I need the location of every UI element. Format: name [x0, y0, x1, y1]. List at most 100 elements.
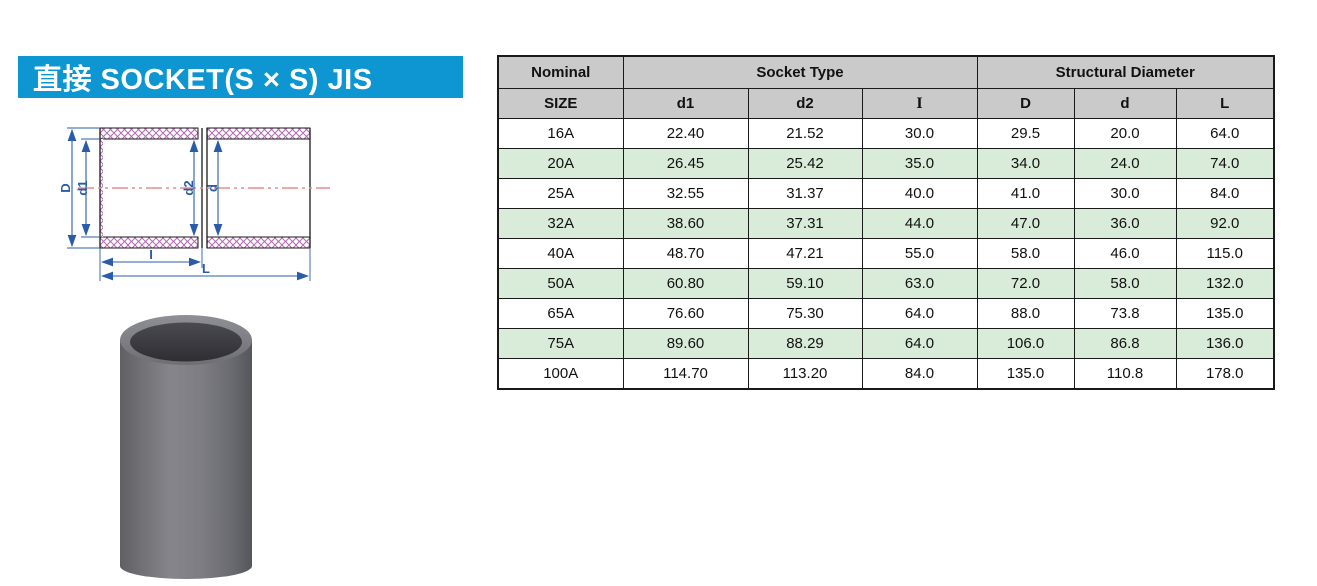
- table-row: 65A 76.60 75.30 64.0 88.0 73.8 135.0: [497, 298, 1275, 329]
- size-cell: 25A: [497, 178, 624, 209]
- value-cell: 26.45: [622, 148, 749, 179]
- dim-label-d: d: [205, 184, 220, 192]
- table-row: 50A 60.80 59.10 63.0 72.0 58.0 132.0: [497, 268, 1275, 299]
- value-cell: 135.0: [976, 358, 1075, 390]
- column-header-i: I: [861, 88, 978, 119]
- value-cell: 35.0: [861, 148, 978, 179]
- extension-lines: [67, 127, 311, 281]
- size-cell: 75A: [497, 328, 624, 359]
- value-cell: 64.0: [1175, 118, 1275, 149]
- value-cell: 106.0: [976, 328, 1075, 359]
- value-cell: 30.0: [861, 118, 978, 149]
- pipe-socket-shape: [120, 315, 252, 579]
- dim-label-I: I: [149, 247, 153, 262]
- value-cell: 132.0: [1175, 268, 1275, 299]
- value-cell: 44.0: [861, 208, 978, 239]
- value-cell: 86.8: [1073, 328, 1177, 359]
- value-cell: 58.0: [1073, 268, 1177, 299]
- value-cell: 72.0: [976, 268, 1075, 299]
- size-cell: 20A: [497, 148, 624, 179]
- size-cell: 65A: [497, 298, 624, 329]
- table-row: 20A 26.45 25.42 35.0 34.0 24.0 74.0: [497, 148, 1275, 179]
- value-cell: 29.5: [976, 118, 1075, 149]
- table-row: 25A 32.55 31.37 40.0 41.0 30.0 84.0: [497, 178, 1275, 209]
- technical-drawing: D d1 d2 d I L: [58, 112, 348, 287]
- value-cell: 55.0: [861, 238, 978, 269]
- value-cell: 76.60: [622, 298, 749, 329]
- value-cell: 41.0: [976, 178, 1075, 209]
- value-cell: 58.0: [976, 238, 1075, 269]
- value-cell: 84.0: [861, 358, 978, 390]
- size-cell: 100A: [497, 358, 624, 390]
- value-cell: 37.31: [747, 208, 863, 239]
- value-cell: 113.20: [747, 358, 863, 390]
- value-cell: 40.0: [861, 178, 978, 209]
- value-cell: 178.0: [1175, 358, 1275, 390]
- column-header-size: SIZE: [497, 88, 624, 119]
- value-cell: 63.0: [861, 268, 978, 299]
- value-cell: 136.0: [1175, 328, 1275, 359]
- value-cell: 47.21: [747, 238, 863, 269]
- value-cell: 88.0: [976, 298, 1075, 329]
- value-cell: 34.0: [976, 148, 1075, 179]
- value-cell: 64.0: [861, 298, 978, 329]
- value-cell: 48.70: [622, 238, 749, 269]
- value-cell: 20.0: [1073, 118, 1177, 149]
- table-row: 16A 22.40 21.52 30.0 29.5 20.0 64.0: [497, 118, 1275, 149]
- value-cell: 59.10: [747, 268, 863, 299]
- column-header-d: D: [976, 88, 1075, 119]
- header-socket-type: Socket Type: [622, 55, 978, 89]
- value-cell: 46.0: [1073, 238, 1177, 269]
- value-cell: 115.0: [1175, 238, 1275, 269]
- table-row: 40A 48.70 47.21 55.0 58.0 46.0 115.0: [497, 238, 1275, 269]
- column-header-d: d: [1073, 88, 1177, 119]
- size-cell: 50A: [497, 268, 624, 299]
- value-cell: 21.52: [747, 118, 863, 149]
- product-photo: [112, 306, 262, 586]
- spec-table-head: Nominal Socket Type Structural Diameter …: [497, 55, 1275, 119]
- header-group-row: Nominal Socket Type Structural Diameter: [497, 55, 1275, 89]
- value-cell: 36.0: [1073, 208, 1177, 239]
- column-header-d1: d1: [622, 88, 749, 119]
- value-cell: 22.40: [622, 118, 749, 149]
- value-cell: 110.8: [1073, 358, 1177, 390]
- value-cell: 64.0: [861, 328, 978, 359]
- value-cell: 73.8: [1073, 298, 1177, 329]
- value-cell: 92.0: [1175, 208, 1275, 239]
- size-cell: 16A: [497, 118, 624, 149]
- spec-table-body: 16A 22.40 21.52 30.0 29.5 20.0 64.0 20A 26.45 25.…: [497, 118, 1275, 390]
- value-cell: 32.55: [622, 178, 749, 209]
- dimension-lines: [67, 128, 310, 281]
- value-cell: 74.0: [1175, 148, 1275, 179]
- value-cell: 38.60: [622, 208, 749, 239]
- value-cell: 47.0: [976, 208, 1075, 239]
- header-structural-diameter: Structural Diameter: [976, 55, 1275, 89]
- table-row: 32A 38.60 37.31 44.0 47.0 36.0 92.0: [497, 208, 1275, 239]
- dim-label-d1: d1: [75, 180, 90, 195]
- dim-label-d2: d2: [181, 180, 196, 195]
- value-cell: 89.60: [622, 328, 749, 359]
- value-cell: 114.70: [622, 358, 749, 390]
- page-title: 直接 SOCKET(S × S) JIS: [18, 56, 463, 98]
- column-header-l: L: [1175, 88, 1275, 119]
- table-row: 100A 114.70 113.20 84.0 135.0 110.8 178.0: [497, 358, 1275, 390]
- dim-label-L: L: [202, 261, 210, 276]
- value-cell: 135.0: [1175, 298, 1275, 329]
- value-cell: 88.29: [747, 328, 863, 359]
- dim-label-D: D: [58, 183, 73, 192]
- size-cell: 40A: [497, 238, 624, 269]
- value-cell: 31.37: [747, 178, 863, 209]
- value-cell: 30.0: [1073, 178, 1177, 209]
- value-cell: 75.30: [747, 298, 863, 329]
- table-row: 75A 89.60 88.29 64.0 106.0 86.8 136.0: [497, 328, 1275, 359]
- value-cell: 24.0: [1073, 148, 1177, 179]
- header-nominal: Nominal: [497, 55, 624, 89]
- page-title-text: 直接 SOCKET(S × S) JIS: [33, 64, 373, 96]
- column-header-d2: d2: [747, 88, 863, 119]
- value-cell: 25.42: [747, 148, 863, 179]
- spec-table: Nominal Socket Type Structural Diameter …: [497, 55, 1275, 390]
- value-cell: 84.0: [1175, 178, 1275, 209]
- value-cell: 60.80: [622, 268, 749, 299]
